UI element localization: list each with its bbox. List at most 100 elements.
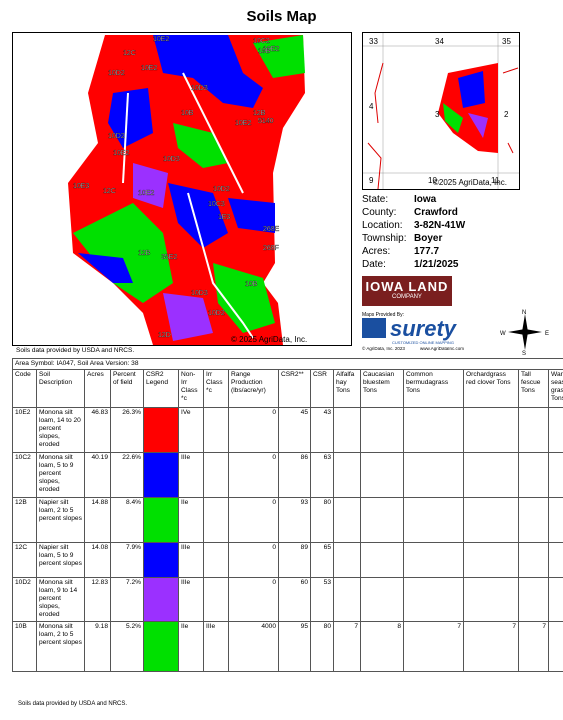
header-cell: Irr Class *c [203, 369, 229, 408]
cell-caucasian [360, 407, 404, 453]
map-label: 1E3 [218, 214, 231, 221]
title: Soils Map [246, 8, 317, 25]
logo-copyright: © AgriData, Inc. 2023 [362, 346, 405, 351]
cell-fescue [518, 407, 549, 453]
cell-non-irr: IIIe [178, 542, 204, 578]
header-cell: Acres [84, 369, 111, 408]
cell-code: 12C [12, 542, 37, 578]
header-cell: CSR2 Legend [143, 369, 179, 408]
cell-fescue [518, 497, 549, 543]
cell-csr2: 45 [278, 407, 311, 453]
cell-non-irr: IIe [178, 497, 204, 543]
cell-caucasian [360, 452, 404, 498]
section-number: 9 [369, 176, 374, 185]
cell-code: 10E2 [12, 407, 37, 453]
section-number: 3 [435, 110, 440, 119]
map-label: 10D2 [108, 70, 125, 77]
legend-swatch [143, 452, 179, 498]
table-row: 10E2 Monona silt loam, 14 to 20 percent s… [12, 407, 563, 453]
map-source: Soils data provided by USDA and NRCS. [16, 347, 135, 354]
map-label: 10D2 [108, 133, 125, 140]
locator-copyright: ©2025 AgriData, Inc. [433, 178, 507, 187]
cell-irr [203, 577, 229, 622]
legend-swatch [143, 497, 179, 543]
compass: N E S W [500, 310, 549, 356]
area-row: Area Symbol: IA047, Soil Area Version: 3… [12, 358, 563, 370]
cell-acres: 40.19 [84, 452, 111, 498]
cell-alfalfa [333, 577, 361, 622]
info-value: 1/21/2025 [414, 259, 459, 270]
section-number: 10 [428, 176, 437, 185]
header-cell: Soil Description [36, 369, 85, 408]
cell-csr: 65 [310, 542, 334, 578]
map-label: 12C [123, 50, 136, 57]
legend-swatch [143, 407, 179, 453]
info-label: Location: [362, 220, 403, 231]
table-row: 12C Napier silt loam, 5 to 9 percent slop… [12, 542, 563, 578]
cell-csr2: 89 [278, 542, 311, 578]
cell-bermuda [403, 542, 464, 578]
map-label: 12B [138, 250, 151, 257]
cell-warm [547, 577, 563, 622]
header-cell: Orchardgrass red clover Tons [463, 369, 519, 408]
table-row: 12B Napier silt loam, 2 to 5 percent slop… [12, 497, 563, 543]
header-row: Code Soil Description Acres Percent of fiel… [12, 369, 563, 408]
info-row: County: Crawford [362, 206, 465, 219]
section-number: 4 [369, 102, 374, 111]
cell-csr: 43 [310, 407, 334, 453]
info-value: 3-82N-41W [414, 220, 466, 231]
cell-csr2: 60 [278, 577, 311, 622]
cell-caucasian [360, 542, 404, 578]
cell-alfalfa: 7 [333, 621, 361, 672]
compass-letter: N [522, 310, 526, 316]
cell-warm [547, 621, 563, 672]
map-label: 10D2 [208, 310, 225, 317]
cell-orchard [463, 407, 519, 453]
cell-bermuda: 7 [403, 621, 464, 672]
cell-orchard [463, 577, 519, 622]
cell-alfalfa [333, 542, 361, 578]
table-row: 10D2 Monona silt loam, 9 to 14 percent sl… [12, 577, 563, 622]
cell-fescue: 7 [518, 621, 549, 672]
map-label: 10E2 [113, 150, 129, 157]
info-value: 177.7 [414, 246, 440, 257]
cell-acres: 14.88 [84, 497, 111, 543]
info-row: State: Iowa [362, 193, 465, 206]
info-row: Acres: 177.7 [362, 245, 465, 258]
map-label: 10E2 [263, 46, 279, 53]
cell-non-irr: IIe [178, 621, 204, 672]
cell-caucasian [360, 497, 404, 543]
info-label: County: [362, 207, 397, 218]
legend-swatch [143, 621, 179, 672]
header-cell: Code [12, 369, 37, 408]
info-label: Township: [362, 233, 407, 244]
cell-alfalfa [333, 452, 361, 498]
map-label: 10E2 [138, 190, 154, 197]
cell-bermuda [403, 452, 464, 498]
soil-table: Area Symbol: IA047, Soil Area Version: 3… [12, 358, 563, 681]
map-label: 10B [258, 48, 271, 55]
cell-warm [547, 407, 563, 453]
header-cell: CSR2** [278, 369, 311, 408]
map-label: 10D3 [163, 156, 180, 163]
map-label: 10E2 [153, 36, 169, 43]
cell-non-irr: IIIe [178, 577, 204, 622]
header-cell: Caucasian bluestem Tons [360, 369, 404, 408]
cell-csr: 80 [310, 621, 334, 672]
info-value: Boyer [414, 233, 443, 244]
info-label: Date: [362, 259, 386, 270]
cell-acres: 46.83 [84, 407, 111, 453]
cell-irr: IIIe [203, 621, 229, 672]
map-label: 10D2 [213, 186, 230, 193]
map-label: 10D3 [191, 290, 208, 297]
cell-csr2: 86 [278, 452, 311, 498]
cell-range: 4000 [228, 621, 279, 672]
cell-range: 0 [228, 577, 279, 622]
map-label: 10E2 [235, 120, 251, 127]
cell-acres: 14.08 [84, 542, 111, 578]
cell-percent: 7.9% [110, 542, 144, 578]
cell-range: 0 [228, 497, 279, 543]
table-row: 10B Monona silt loam, 2 to 5 percent slop… [12, 621, 563, 672]
